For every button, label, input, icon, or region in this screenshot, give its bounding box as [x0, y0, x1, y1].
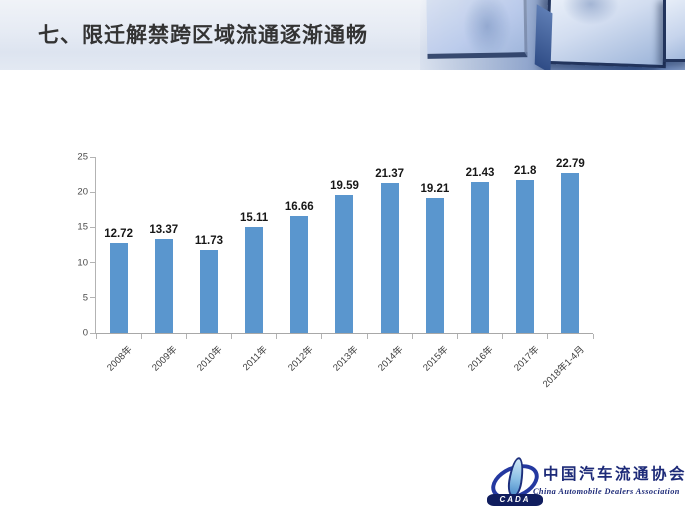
x-category-label: 2018年1-4月 [540, 344, 587, 390]
y-tick-mark [90, 156, 95, 158]
logo-name-cn: 中国汽车流通协会 [543, 466, 685, 483]
bar-value-label: 22.79 [556, 157, 585, 170]
bar [109, 243, 128, 333]
x-tick-mark [276, 334, 278, 339]
bar-value-label: 11.73 [194, 235, 224, 248]
header-decoration [420, 0, 685, 70]
y-tick-mark [90, 226, 95, 228]
bar-value-label: 21.43 [465, 167, 495, 180]
bar-value-label: 12.72 [104, 228, 133, 241]
bar-value-label: 15.11 [240, 211, 269, 224]
x-tick-mark [547, 334, 549, 339]
y-tick-label: 15 [77, 221, 88, 233]
globe-cube-icon [426, 0, 528, 59]
y-tick-label: 25 [77, 151, 88, 163]
x-category-label: 2017年 [511, 344, 542, 374]
x-tick-mark [95, 334, 97, 339]
bar [471, 182, 490, 333]
y-tick-label: 20 [77, 186, 88, 198]
bar-slot: 21.37 [367, 157, 412, 333]
bar [154, 238, 173, 333]
x-category-label: 2011年 [241, 344, 271, 374]
cada-acronym: CADA [487, 494, 543, 506]
x-tick-mark [411, 334, 413, 339]
x-category-label: 2008年 [105, 344, 135, 374]
y-tick-label: 0 [82, 327, 88, 339]
x-category-label: 2014年 [376, 344, 406, 374]
x-tick-mark [231, 334, 233, 339]
y-axis-labels: 0 5 10 15 20 25 [58, 152, 88, 339]
bar-slot: 21.43 [457, 157, 502, 333]
x-tick-mark [366, 334, 368, 339]
bar-slot: 12.72 [96, 157, 141, 333]
x-tick-mark [140, 334, 142, 339]
x-tick-mark [321, 334, 323, 339]
cada-emblem-icon: CADA [485, 456, 545, 507]
globe-cube-icon [663, 0, 685, 62]
x-tick-mark [592, 334, 594, 339]
x-category-label: 2015年 [421, 344, 451, 374]
bar [199, 250, 218, 333]
logo-text: 中国汽车流通协会 China Automobile Dealers Associ… [533, 462, 685, 496]
bar-value-label: 21.8 [514, 164, 537, 177]
y-tick-mark [90, 332, 95, 334]
slide-title: 七、限迁解禁跨区域流通逐渐通畅 [38, 24, 368, 47]
bar [380, 182, 399, 333]
bar-value-label: 19.59 [330, 180, 359, 193]
bar-slot: 19.21 [412, 157, 457, 333]
cada-logo: CADA 中国汽车流通协会 China Automobile Dealers A… [485, 455, 685, 511]
x-tick-mark [502, 334, 504, 339]
bar [561, 172, 580, 333]
y-tick-label: 10 [77, 257, 88, 269]
logo-name-en: China Automobile Dealers Association [533, 487, 680, 496]
bar-value-label: 21.37 [375, 167, 405, 180]
bar-slot: 15.11 [232, 157, 277, 333]
bar-slot: 21.8 [503, 157, 548, 333]
bar-slot: 13.37 [141, 157, 186, 333]
bar-chart: 0 5 10 15 20 25 2008年 2009年 2010年 2011年 2012年 2013… [77, 152, 594, 390]
x-category-label: 2012年 [285, 344, 316, 374]
bar [335, 195, 354, 333]
y-tick-mark [90, 262, 95, 264]
bar [516, 179, 535, 333]
bar-slot: 16.66 [277, 157, 322, 333]
x-tick-mark [456, 334, 458, 339]
bar-value-label: 16.66 [284, 200, 314, 213]
y-tick-mark [90, 191, 95, 193]
bar [290, 215, 309, 333]
x-category-label: 2009年 [150, 344, 180, 374]
x-category-label: 2016年 [466, 344, 496, 374]
x-category-label: 2010年 [195, 344, 225, 374]
y-tick-label: 5 [82, 292, 88, 304]
bar [425, 197, 444, 333]
globe-cube-icon [545, 0, 669, 69]
bar-slot: 11.73 [186, 157, 231, 333]
x-category-label: 2013年 [330, 344, 361, 374]
bar-value-label: 13.37 [149, 223, 179, 236]
bar-slot: 19.59 [322, 157, 367, 333]
y-tick-mark [90, 297, 95, 299]
bar-slot: 22.79 [548, 157, 593, 333]
x-axis-labels: 2008年 2009年 2010年 2011年 2012年 2013年 2014年 2015年… [96, 333, 593, 395]
bar-value-label: 19.21 [420, 182, 450, 195]
x-tick-mark [185, 334, 187, 339]
slide-header: 七、限迁解禁跨区域流通逐渐通畅 [0, 0, 685, 70]
bar [245, 226, 264, 333]
